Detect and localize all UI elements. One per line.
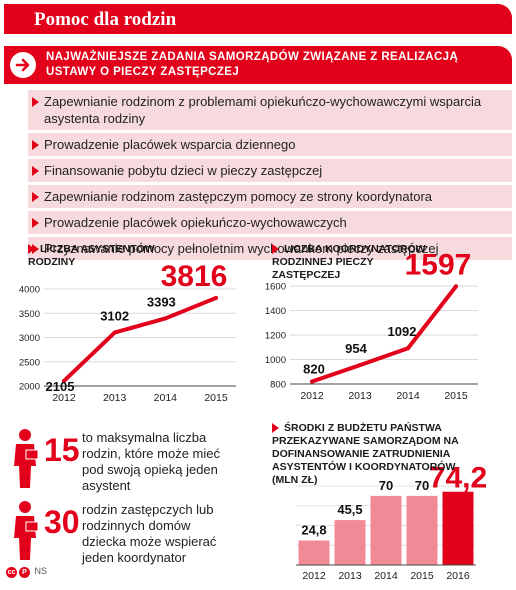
data-point xyxy=(358,363,362,368)
person-icon xyxy=(14,429,39,488)
data-point xyxy=(62,378,66,383)
data-label: 45,5 xyxy=(337,502,362,517)
task-text: Prowadzenie placówek wsparcia dziennego xyxy=(44,137,296,152)
person-icon xyxy=(14,501,39,560)
list-item: Zapewnianie rodzinom z problemami opieku… xyxy=(28,90,512,130)
x-tick-label: 2012 xyxy=(300,390,324,402)
data-label: 74,2 xyxy=(429,462,487,495)
page-title: Pomoc dla rodzin xyxy=(34,9,177,30)
stat-number: 15 xyxy=(44,432,80,468)
y-tick-label: 800 xyxy=(270,380,286,391)
x-tick-label: 2012 xyxy=(302,570,326,582)
y-tick-label: 2000 xyxy=(19,382,40,393)
bar xyxy=(334,520,366,565)
x-tick-label: 2014 xyxy=(396,390,420,402)
data-label: 3816 xyxy=(161,260,228,293)
stat-text: rodzin zastępczych lub rodzinnych domów … xyxy=(82,502,217,565)
y-tick-label: 1000 xyxy=(265,355,286,366)
chart-title-coordinators: Liczba koordynatorów rodzinnej pieczy za… xyxy=(272,243,432,282)
data-label: 24,8 xyxy=(301,523,326,538)
bar xyxy=(442,491,474,565)
bullet-icon xyxy=(28,244,35,255)
list-item: Finansowanie pobytu dzieci w pieczy zast… xyxy=(28,159,512,182)
stat-coordinator-limit: 30 rodzin zastępczych lub rodzinnych dom… xyxy=(8,500,238,570)
task-text: Prowadzenie placówek opiekuńczo-wychowaw… xyxy=(44,215,347,230)
bullet-icon xyxy=(32,192,39,202)
data-point xyxy=(163,316,168,321)
data-point xyxy=(214,295,218,300)
x-tick-label: 2013 xyxy=(338,570,362,582)
footer-credit: cc P NS xyxy=(6,566,47,578)
x-tick-label: 2015 xyxy=(444,390,468,402)
chart-title-assistants: Liczba asystentów rodziny xyxy=(28,243,188,269)
data-label: 3102 xyxy=(100,309,129,324)
bullet-icon xyxy=(32,244,39,254)
x-tick-label: 2014 xyxy=(374,570,398,582)
bar xyxy=(406,495,438,565)
chart-title-funding: Środki z budżetu państwa przekazywane sa… xyxy=(272,422,462,487)
data-label: 3393 xyxy=(147,294,176,309)
chart-title-text: Środki z budżetu państwa przekazywane sa… xyxy=(272,422,459,486)
x-tick-label: 2013 xyxy=(348,390,372,402)
bullet-icon xyxy=(272,244,279,255)
x-tick-label: 2014 xyxy=(154,392,178,404)
y-tick-label: 1600 xyxy=(265,282,286,293)
banner-text: Najważniejsze zadania samorządów związan… xyxy=(46,51,459,78)
copyright-icon: P xyxy=(19,567,30,578)
data-label: 70 xyxy=(415,478,429,493)
data-point xyxy=(310,379,314,384)
section-banner: Najważniejsze zadania samorządów związan… xyxy=(4,46,512,84)
data-label: 1092 xyxy=(388,324,417,339)
data-point xyxy=(112,330,117,335)
x-tick-label: 2016 xyxy=(446,570,470,582)
y-tick-label: 4000 xyxy=(19,285,40,296)
data-label: 70 xyxy=(379,478,393,493)
series-line xyxy=(310,284,458,384)
x-tick-label: 2013 xyxy=(103,392,127,404)
cc-icon: cc xyxy=(6,567,17,578)
y-tick-label: 1200 xyxy=(265,331,286,342)
list-item: Prowadzenie placówek wsparcia dziennego xyxy=(28,133,512,156)
data-label: 820 xyxy=(303,362,325,377)
task-list: Zapewnianie rodzinom z problemami opieku… xyxy=(28,90,512,263)
series-line xyxy=(62,295,218,383)
title-bar: Pomoc dla rodzin xyxy=(4,4,512,34)
bullet-icon xyxy=(272,423,279,434)
bullet-icon xyxy=(32,97,39,107)
task-text: Zapewnianie rodzinom zastępczym pomocy z… xyxy=(44,189,433,204)
bar xyxy=(370,495,402,565)
task-text: Zapewnianie rodzinom z problemami opieku… xyxy=(44,94,482,126)
data-label: 1597 xyxy=(405,248,472,281)
list-item: Zapewnianie rodzinom zastępczym pomocy z… xyxy=(28,185,512,208)
y-tick-label: 2500 xyxy=(19,357,40,368)
bar xyxy=(298,540,330,565)
bullet-icon xyxy=(32,166,39,176)
y-tick-label: 3500 xyxy=(19,309,40,320)
bullet-icon xyxy=(32,218,39,228)
list-item: Przyznawanie pomocy pełnoletnim wychowan… xyxy=(28,237,512,260)
stat-number: 30 xyxy=(44,504,80,540)
arrow-right-icon xyxy=(10,52,36,78)
y-tick-label: 1400 xyxy=(265,306,286,317)
task-text: Przyznawanie pomocy pełnoletnim wychowan… xyxy=(44,241,439,256)
task-text: Finansowanie pobytu dzieci w pieczy zast… xyxy=(44,163,323,178)
bullet-icon xyxy=(32,140,39,150)
data-label: 2105 xyxy=(46,379,75,394)
data-point xyxy=(454,284,458,289)
data-point xyxy=(406,346,410,351)
list-item: Prowadzenie placówek opiekuńczo-wychowaw… xyxy=(28,211,512,234)
y-tick-label: 3000 xyxy=(19,333,40,344)
stat-assistant-limit: 15 to maksymalna liczba rodzin, które mo… xyxy=(8,428,238,498)
data-label: 954 xyxy=(345,341,367,356)
x-tick-label: 2015 xyxy=(410,570,434,582)
chart-title-text: Liczba asystentów rodziny xyxy=(28,243,155,268)
credit-text: NS xyxy=(34,566,48,576)
x-tick-label: 2015 xyxy=(204,392,228,404)
chart-title-text: Liczba koordynatorów rodzinnej pieczy za… xyxy=(272,243,426,281)
stat-text: to maksymalna liczba rodzin, które może … xyxy=(82,430,220,493)
x-tick-label: 2012 xyxy=(52,392,76,404)
